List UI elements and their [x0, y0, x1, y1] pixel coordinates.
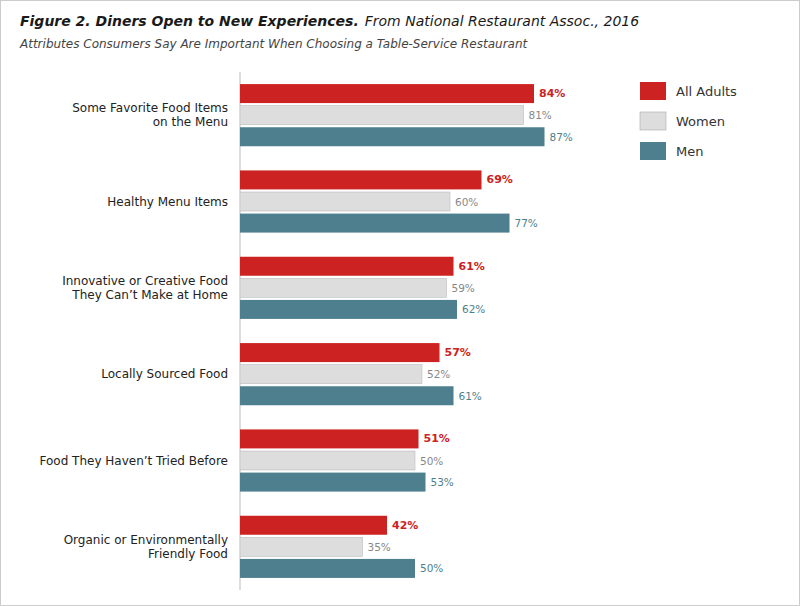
subtitle: Attributes Consumers Say Are Important W…: [19, 37, 529, 51]
data-label: 61%: [459, 260, 485, 273]
category-label: Healthy Menu Items: [107, 195, 228, 209]
legend-swatch: [640, 82, 666, 100]
bar: [240, 343, 440, 362]
data-label: 42%: [392, 519, 418, 532]
title: Figure 2. Diners Open to New Experiences…: [20, 13, 639, 29]
legend-label: Men: [676, 144, 703, 159]
title-source: From National Restaurant Assoc., 2016: [365, 13, 639, 29]
bar: [240, 365, 422, 384]
chart-canvas: Figure 2. Diners Open to New Experiences…: [0, 0, 800, 606]
bar: [240, 386, 454, 405]
category-label: Organic or EnvironmentallyFriendly Food: [64, 533, 228, 561]
legend-swatch: [640, 112, 666, 130]
data-label: 59%: [452, 282, 475, 294]
data-label: 57%: [445, 346, 471, 359]
data-label: 52%: [427, 368, 450, 380]
data-label: 60%: [455, 196, 478, 208]
bar: [240, 516, 387, 535]
bar: [240, 192, 450, 211]
bar: [240, 84, 534, 103]
legend-label: All Adults: [676, 84, 737, 99]
legend: All Adults Women Men: [640, 82, 737, 160]
category-labels: Some Favorite Food Itemson the Menu Healt…: [39, 101, 228, 561]
bar: [240, 537, 363, 556]
data-label: 50%: [420, 455, 443, 467]
data-label: 69%: [487, 173, 513, 186]
data-label: 35%: [368, 541, 391, 553]
bar: [240, 473, 426, 492]
data-label: 50%: [420, 562, 443, 574]
data-label: 81%: [529, 109, 552, 121]
category-label: Locally Sourced Food: [101, 367, 228, 381]
title-main: Figure 2. Diners Open to New Experiences…: [20, 13, 359, 29]
data-label: 84%: [539, 87, 565, 100]
bar: [240, 127, 545, 146]
data-label: 77%: [515, 217, 538, 229]
bar: [240, 214, 510, 233]
legend-label: Women: [676, 114, 725, 129]
data-labels: 84% 81% 87% 69% 60% 77% 61% 59% 62% 57% 52% 61% 51% 5…: [368, 87, 573, 574]
category-label: Innovative or Creative FoodThey Can’t Ma…: [62, 274, 228, 302]
bar: [240, 451, 415, 470]
category-label: Some Favorite Food Itemson the Menu: [72, 101, 228, 129]
bar: [240, 559, 415, 578]
axis-line: [240, 72, 241, 590]
bar: [240, 106, 524, 125]
data-label: 62%: [462, 303, 485, 315]
bar: [240, 278, 447, 297]
bar: [240, 429, 419, 448]
category-label: Food They Haven’t Tried Before: [39, 454, 228, 468]
legend-swatch: [640, 142, 666, 160]
data-label: 87%: [550, 131, 573, 143]
data-label: 53%: [431, 476, 454, 488]
data-label: 51%: [424, 432, 450, 445]
bars: [240, 84, 545, 578]
bar: [240, 300, 457, 319]
page-border: [1, 1, 800, 606]
bar: [240, 170, 482, 189]
data-label: 61%: [459, 390, 482, 402]
bar: [240, 257, 454, 276]
